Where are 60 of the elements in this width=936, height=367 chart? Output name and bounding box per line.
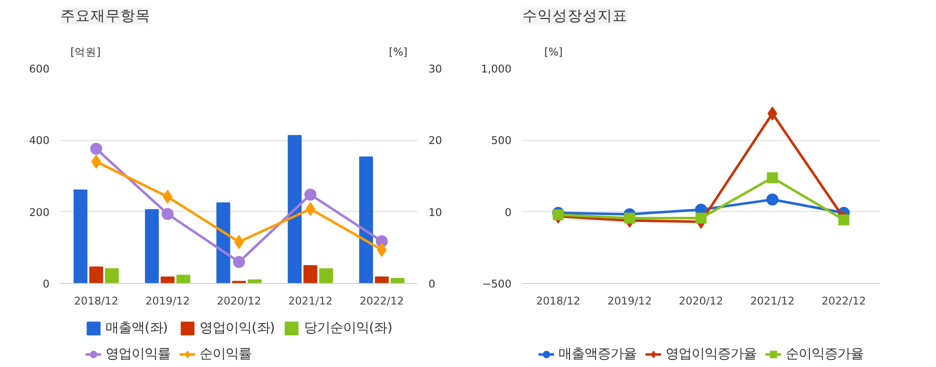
x-tick-label: 2022/12 bbox=[360, 294, 404, 308]
x-tick-label: 2020/12 bbox=[216, 294, 262, 308]
bar bbox=[303, 265, 318, 284]
y2-tick-label: 30 bbox=[428, 62, 442, 76]
y-tick-label: 400 bbox=[29, 134, 50, 148]
x-tick-label: 2021/12 bbox=[750, 294, 795, 308]
y2-axis-title: [%] bbox=[388, 46, 408, 58]
x-tick-label: 2018/12 bbox=[536, 294, 580, 308]
y-tick-label: 1,000 bbox=[480, 62, 512, 76]
chart-title: 수익성장성지표 bbox=[522, 8, 628, 24]
bar bbox=[104, 268, 119, 284]
y-tick-label: 0 bbox=[504, 206, 512, 219]
x-tick-label: 2022/12 bbox=[822, 294, 866, 308]
point bbox=[838, 214, 850, 226]
y-tick-label: 600 bbox=[29, 62, 50, 76]
y-tick-label: 200 bbox=[29, 206, 50, 219]
bar bbox=[374, 276, 389, 284]
point bbox=[233, 256, 245, 268]
x-tick-label: 2020/12 bbox=[678, 294, 724, 308]
point bbox=[304, 188, 316, 201]
legend-label: 순이익률 bbox=[200, 346, 252, 363]
bar bbox=[319, 268, 334, 284]
bar bbox=[390, 278, 404, 284]
y2-tick-label: 10 bbox=[428, 206, 442, 219]
legend-label: 순이익증가율 bbox=[786, 346, 864, 363]
y2-tick-label: 20 bbox=[428, 134, 442, 148]
x-tick-label: 2018/12 bbox=[74, 294, 118, 308]
bar bbox=[160, 276, 175, 284]
x-tick-label: 2021/12 bbox=[288, 294, 333, 308]
point bbox=[162, 208, 174, 220]
point bbox=[766, 194, 778, 206]
y-axis-title: [억원] bbox=[70, 46, 101, 58]
chart-title: 주요재무항목 bbox=[60, 8, 150, 24]
point bbox=[696, 212, 706, 224]
bar bbox=[176, 274, 190, 284]
bar bbox=[144, 209, 159, 284]
y-tick-label: −500 bbox=[482, 278, 512, 290]
point bbox=[624, 212, 636, 224]
bar bbox=[74, 189, 88, 284]
y-axis-title: [%] bbox=[544, 46, 563, 58]
bar bbox=[359, 156, 374, 284]
y2-tick-label: 0 bbox=[428, 278, 436, 290]
point bbox=[552, 209, 564, 220]
point bbox=[91, 154, 102, 169]
y-tick-label: 0 bbox=[42, 278, 50, 290]
point bbox=[90, 142, 102, 155]
y-tick-label: 500 bbox=[491, 134, 512, 148]
x-tick-label: 2019/12 bbox=[607, 294, 652, 308]
legend-label: 영업이익률 bbox=[106, 346, 171, 363]
legend-label: 매출액(좌) bbox=[106, 320, 168, 337]
point bbox=[376, 242, 387, 257]
legend-label: 당기순이익(좌) bbox=[304, 320, 392, 337]
x-tick-label: 2019/12 bbox=[145, 294, 190, 308]
legend-label: 영업이익증가율 bbox=[666, 346, 756, 363]
bar bbox=[89, 266, 104, 284]
bar bbox=[216, 202, 230, 284]
point bbox=[766, 172, 778, 184]
legend-label: 영업이익(좌) bbox=[200, 320, 275, 337]
bar bbox=[288, 135, 302, 284]
legend-label: 매출액증가율 bbox=[558, 346, 636, 363]
